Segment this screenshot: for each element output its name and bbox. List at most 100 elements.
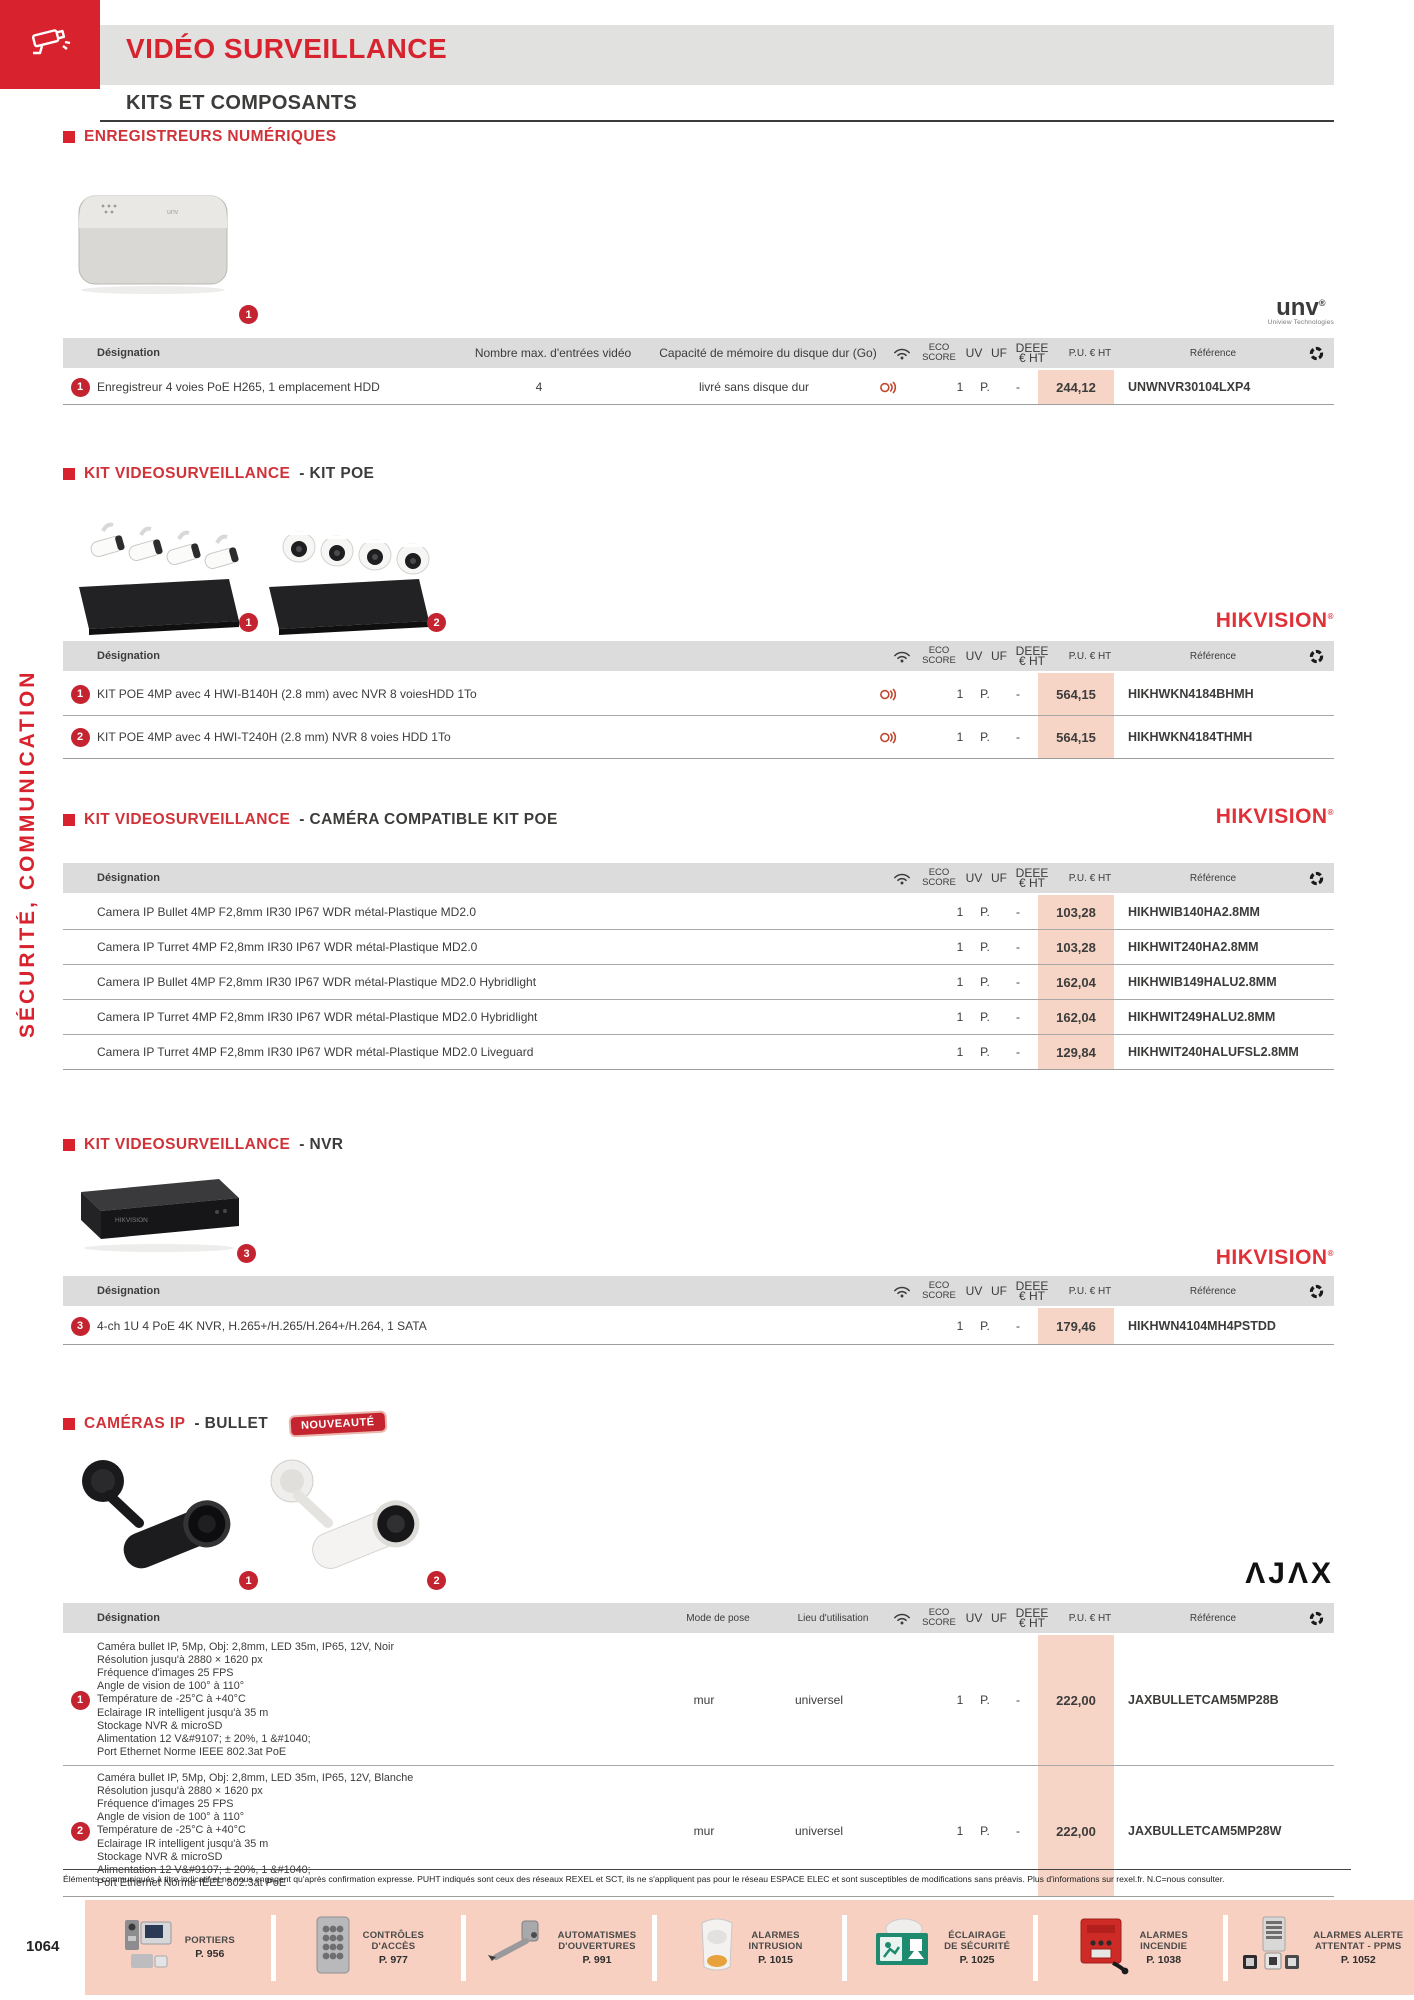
- eco-score-icon: [874, 381, 902, 394]
- footer-page-ref: P. 956: [195, 1947, 225, 1960]
- row-reference: HIKHWIT249HALU2.8MM: [1128, 1010, 1276, 1024]
- row-uf: P.: [980, 1010, 990, 1024]
- row-designation: 4-ch 1U 4 PoE 4K NVR, H.265+/H.265/H.264…: [97, 1319, 427, 1333]
- row-reference: JAXBULLETCAM5MP28W: [1128, 1824, 1282, 1838]
- alarmes-incendie-thumbnail: [1073, 1915, 1129, 1980]
- row-inputs: 4: [535, 380, 543, 394]
- col-eco-score: ECO SCORE: [922, 866, 956, 888]
- table-row: Camera IP Bullet 4MP F2,8mm IR30 IP67 WD…: [63, 895, 1334, 929]
- recycle-icon: [1298, 346, 1334, 361]
- col-price: P.U. € HT: [1068, 1285, 1112, 1297]
- col-eco-score: ECO SCORE: [922, 1606, 956, 1628]
- col-designation: Désignation: [97, 1285, 160, 1297]
- item-number-badge: 1: [239, 305, 258, 324]
- col-price: P.U. € HT: [1068, 1612, 1112, 1624]
- table-row: 2 Caméra bullet IP, 5Mp, Obj: 2,8mm, LED…: [63, 1765, 1334, 1896]
- row-mode-de-pose: mur: [693, 1824, 715, 1838]
- col-uf: UF: [991, 1611, 1007, 1625]
- row-deee: -: [1016, 975, 1020, 989]
- table-row: Camera IP Turret 4MP F2,8mm IR30 IP67 WD…: [63, 999, 1334, 1034]
- row-lieu-utilisation: universel: [794, 1824, 844, 1838]
- camera-compatible-table: Désignation ECO SCORE UV UF DEEE € HT P.…: [63, 863, 1334, 1070]
- controles-acces-thumbnail: [313, 1915, 353, 1980]
- table-row: Camera IP Turret 4MP F2,8mm IR30 IP67 WD…: [63, 1034, 1334, 1069]
- row-price: 222,00: [1038, 1635, 1114, 1765]
- col-uf: UF: [991, 649, 1007, 663]
- black-bullet-camera-image: [69, 1445, 244, 1598]
- svg-text:HIKVISION: HIKVISION: [115, 1217, 148, 1224]
- row-mode-de-pose: mur: [693, 1693, 715, 1707]
- row-lieu-utilisation: universel: [794, 1693, 844, 1707]
- row-deee: -: [1016, 1319, 1020, 1333]
- automatismes-thumbnail: [482, 1917, 548, 1978]
- row-deee: -: [1016, 940, 1020, 954]
- col-uf: UF: [991, 1284, 1007, 1298]
- footer-label: ALARMES INTRUSION: [748, 1929, 803, 1953]
- table-row: 1 KIT POE 4MP avec 4 HWI-B140H (2.8 mm) …: [63, 673, 1334, 715]
- header-band: [100, 25, 1334, 85]
- col-price: P.U. € HT: [1068, 872, 1112, 884]
- row-designation: Camera IP Bullet 4MP F2,8mm IR30 IP67 WD…: [97, 905, 477, 919]
- footer-label: ALARMES ALERTE ATTENTAT - PPMS: [1313, 1929, 1404, 1953]
- row-deee: -: [1016, 905, 1020, 919]
- footer-divider: [1032, 1914, 1038, 1981]
- row-price: 564,15: [1038, 673, 1114, 715]
- row-uv: 1: [956, 905, 964, 919]
- row-uv: 1: [956, 1010, 964, 1024]
- item-number-badge: 2: [427, 613, 446, 632]
- row-uf: P.: [980, 905, 990, 919]
- col-uv: UV: [965, 871, 983, 885]
- row-price: 103,28: [1038, 930, 1114, 964]
- footer-divider: [1223, 1914, 1229, 1981]
- row-designation: Caméra bullet IP, 5Mp, Obj: 2,8mm, LED 3…: [97, 1771, 414, 1890]
- kit-turret-product-image: [259, 495, 439, 640]
- row-reference: HIKHWIT240HA2.8MM: [1128, 940, 1259, 954]
- row-reference: HIKHWN4104MH4PSTDD: [1128, 1319, 1276, 1333]
- recorder-image-block: unv 1 unv® Uniview Technologies: [63, 162, 1334, 334]
- row-uf: P.: [980, 940, 990, 954]
- kit-poe-table: Désignation ECO SCORE UV UF DEEE € HT P.…: [63, 641, 1334, 759]
- nouveaute-badge: NOUVEAUTÉ: [290, 1412, 386, 1436]
- section-bullet-square: [63, 1418, 75, 1430]
- section-title-red: KIT VIDEOSURVEILLANCE: [84, 1136, 291, 1153]
- row-price: 103,28: [1038, 895, 1114, 929]
- col-deee: DEEE € HT: [1015, 865, 1049, 890]
- col-reference: Référence: [1189, 347, 1237, 359]
- row-price: 244,12: [1038, 370, 1114, 404]
- item-number-badge: 2: [427, 1571, 446, 1590]
- table-row: 2 KIT POE 4MP avec 4 HWI-T240H (2.8 mm) …: [63, 715, 1334, 758]
- footer-label: ÉCLAIRAGE DE SÉCURITÉ: [944, 1929, 1011, 1953]
- recycle-icon: [1298, 1284, 1334, 1299]
- row-uf: P.: [980, 1045, 990, 1059]
- section-title-red: KIT VIDEOSURVEILLANCE: [84, 811, 291, 828]
- row-uv: 1: [956, 940, 964, 954]
- table-header-row: Désignation ECO SCORE UV UF DEEE € HT P.…: [63, 1276, 1334, 1308]
- kit-bullet-product-image: [69, 495, 249, 640]
- row-reference: HIKHWIB149HALU2.8MM: [1128, 975, 1277, 989]
- row-designation: KIT POE 4MP avec 4 HWI-T240H (2.8 mm) NV…: [97, 730, 451, 744]
- footer-divider: [651, 1914, 657, 1981]
- wifi-icon: [888, 1612, 916, 1625]
- row-reference: HIKHWKN4184BHMH: [1128, 687, 1254, 701]
- table-row: 3 4-ch 1U 4 PoE 4K NVR, H.265+/H.265/H.2…: [63, 1308, 1334, 1344]
- hikvision-logo: HIKVISION®: [1215, 609, 1334, 632]
- row-uv: 1: [956, 687, 964, 701]
- wifi-icon: [888, 347, 916, 360]
- table-row: 1 Caméra bullet IP, 5Mp, Obj: 2,8mm, LED…: [63, 1635, 1334, 1765]
- col-deee: DEEE € HT: [1015, 643, 1049, 668]
- row-price: 162,04: [1038, 965, 1114, 999]
- nvr-product-image: HIKVISION: [67, 1166, 252, 1266]
- col-price: P.U. € HT: [1068, 347, 1112, 359]
- eco-score-icon: [874, 731, 902, 744]
- row-uf: P.: [980, 730, 990, 744]
- ajax-logo: ΛJΛX: [1245, 1557, 1334, 1590]
- footer-item-portiers: PORTIERS P. 956: [85, 1900, 271, 1995]
- row-deee: -: [1016, 730, 1020, 744]
- col-designation: Désignation: [97, 872, 160, 884]
- hikvision-logo: HIKVISION®: [1215, 805, 1334, 828]
- row-designation: Camera IP Turret 4MP F2,8mm IR30 IP67 WD…: [97, 1045, 534, 1059]
- footer-page-ref: P. 1025: [959, 1953, 995, 1966]
- footer-label: CONTRÔLES D'ACCÈS: [362, 1929, 425, 1953]
- table-header-row: Désignation Nombre max. d'entrées vidéo …: [63, 338, 1334, 370]
- recycle-icon: [1298, 871, 1334, 886]
